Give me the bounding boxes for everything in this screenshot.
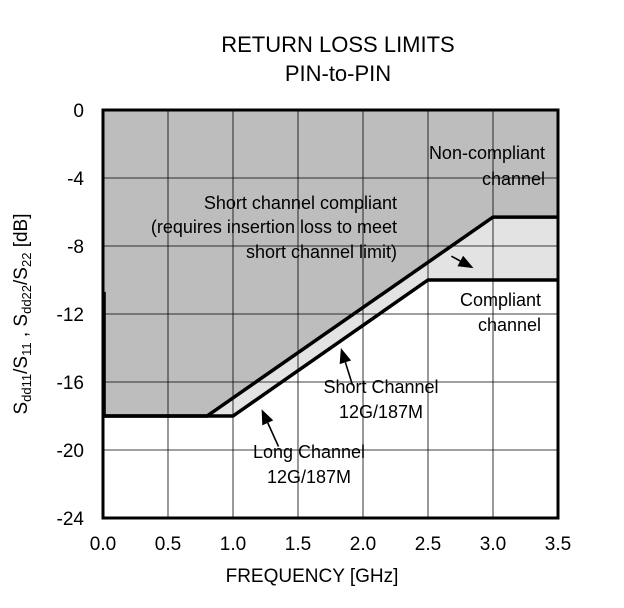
annotation-compliant: Compliant channel [460,290,541,335]
y-tick-label: -8 [67,237,84,258]
svg-text:12G/187M: 12G/187M [339,402,423,422]
svg-text:channel: channel [478,315,541,335]
x-tick-label: 1.0 [220,534,246,555]
y-axis-label: Sdd11/S11 , Sdd22/S22 [dB] [11,213,34,414]
chart-subtitle: PIN-to-PIN [285,61,391,86]
y-tick-label: -20 [57,441,84,462]
arrows [261,255,474,447]
svg-text:Non-compliant: Non-compliant [429,143,545,163]
long-channel-arrow [261,409,280,447]
svg-text:Short Channel: Short Channel [323,377,438,397]
chart-title: RETURN LOSS LIMITS [221,32,454,57]
annotation-non-compliant: Non-compliant channel [429,143,545,189]
svg-text:Short channel compliant: Short channel compliant [204,193,397,213]
annotation-long-channel: Long Channel 12G/187M [253,442,365,487]
short-compliant-arrow [451,255,474,269]
svg-text:Long Channel: Long Channel [253,442,365,462]
x-tick-label: 2.0 [350,534,376,555]
y-tick-label: -24 [57,509,85,530]
y-tick-label: -16 [57,373,84,394]
x-tick-label: 3.0 [480,534,506,555]
y-axis-ticks: 0 -4 -8 -12 -16 -20 -24 [57,101,85,530]
y-tick-label: -4 [67,169,84,190]
y-tick-label: 0 [73,101,84,122]
x-axis-ticks: 0.0 0.5 1.0 1.5 2.0 2.5 3.0 3.5 [90,534,571,555]
region-short-compliant [103,217,558,416]
x-tick-label: 2.5 [415,534,441,555]
x-axis-label: FREQUENCY [GHz] [226,566,399,587]
svg-text:(requires insertion loss to me: (requires insertion loss to meet [151,217,397,237]
annotation-short-compliant: Short channel compliant (requires insert… [151,193,397,262]
svg-text:short channel limit): short channel limit) [246,242,397,262]
x-tick-label: 1.5 [285,534,311,555]
svg-text:Compliant: Compliant [460,290,541,310]
region-non-compliant [103,110,558,416]
plot-frame [101,108,560,520]
grid [103,110,558,518]
svg-text:12G/187M: 12G/187M [267,467,351,487]
regions [103,110,558,416]
svg-text:channel: channel [482,169,545,189]
x-tick-label: 3.5 [545,534,571,555]
annotation-short-channel: Short Channel 12G/187M [323,377,438,422]
short-channel-arrow [339,348,354,386]
x-tick-label: 0.5 [155,534,181,555]
series-long-channel [103,278,558,418]
x-tick-label: 0.0 [90,534,116,555]
y-tick-label: -12 [57,305,84,326]
